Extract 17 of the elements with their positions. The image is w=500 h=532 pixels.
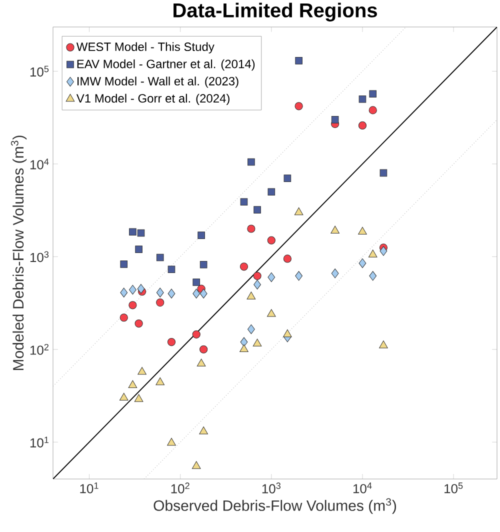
x-tick-label: 10$^{1}$ (80, 482, 98, 494)
y-tick-label: 10$^{4}$ (30, 158, 49, 170)
legend-label: EAV Model - Gartner et al. (2014) (77, 59, 255, 71)
chart-title: Data-Limited Regions (174, 2, 377, 22)
x-tick-label: 10$^{4}$ (353, 482, 372, 494)
y-tick-label: 10$^{5}$ (30, 66, 49, 77)
y-tick-label: 10$^{2}$ (30, 344, 49, 355)
legend-label: WEST Model - This Study (76, 42, 214, 54)
x-tick-label: 10$^{3}$ (262, 482, 281, 494)
legend-label: V1 Model - Gorr et al. (2024) (76, 94, 230, 105)
legend-label: IMW Model - Wall et al. (2023) (78, 76, 238, 88)
x-tick-label: 10$^{2}$ (171, 482, 190, 494)
x-axis-title: Observed Debris-Flow Volumes (m$^{3}$) (154, 498, 396, 514)
y-tick-label: 10$^{1}$ (30, 436, 49, 448)
y-tick-label: 10$^{3}$ (30, 251, 49, 262)
x-tick-label: 10$^{5}$ (444, 482, 463, 494)
y-axis-title: Modeled Debris-Flow Volumes (m$^{3}$) (10, 136, 27, 370)
